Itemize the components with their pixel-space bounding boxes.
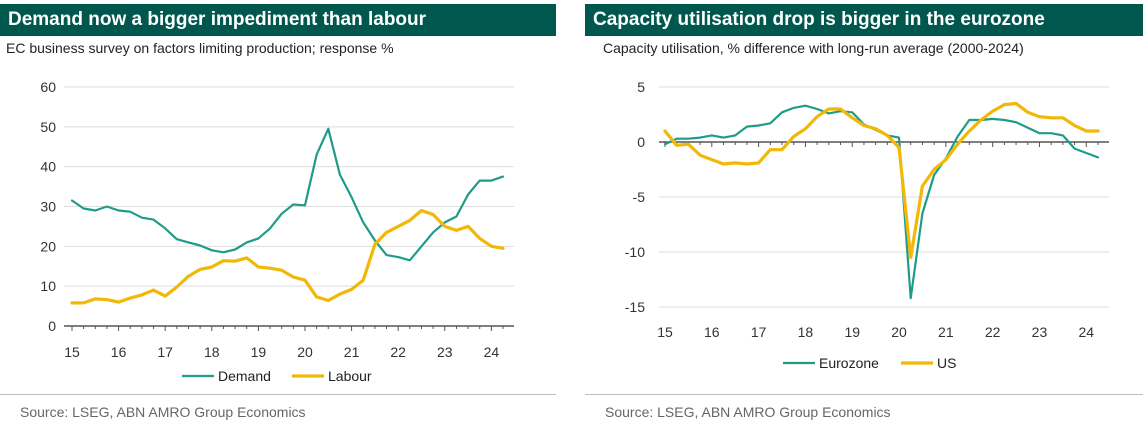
series-line-demand bbox=[70, 127, 505, 262]
x-tick-label: 23 bbox=[437, 344, 453, 360]
legend-label-eurozone: Eurozone bbox=[819, 355, 879, 371]
y-tick-label: 0 bbox=[637, 134, 645, 150]
chart-title: Capacity utilisation drop is bigger in t… bbox=[585, 4, 1143, 36]
source-divider bbox=[0, 394, 556, 395]
demand-labour-chart: 0 10 20 30 40 50 60 15 16 17 18 19 20 21 22 23 24 Demand L… bbox=[40, 79, 514, 384]
series-line-labour bbox=[70, 208, 505, 305]
series-line-eurozone bbox=[663, 104, 1100, 300]
x-tick-label: 23 bbox=[1032, 324, 1048, 340]
y-tick-label: 60 bbox=[40, 79, 56, 95]
capacity-utilisation-chart: -15 -10 -5 0 5 15 16 17 18 19 20 21 22 23 24 Eurozone US bbox=[625, 79, 1109, 371]
legend: Demand Labour bbox=[182, 368, 372, 384]
x-tick-label: 22 bbox=[985, 324, 1001, 340]
chart-subtitle: Capacity utilisation, % difference with … bbox=[603, 40, 1024, 56]
y-tick-label: 30 bbox=[40, 199, 56, 215]
legend-label-us: US bbox=[937, 355, 956, 371]
left-chart-panel: Demand now a bigger impediment than labo… bbox=[0, 0, 556, 432]
y-tick-label: 5 bbox=[637, 79, 645, 95]
x-tick-label: 18 bbox=[798, 324, 814, 340]
y-tick-label: -5 bbox=[633, 189, 646, 205]
y-tick-label: 40 bbox=[40, 159, 56, 175]
x-tick-label: 17 bbox=[751, 324, 767, 340]
y-tick-label: -15 bbox=[625, 299, 645, 315]
source-divider bbox=[585, 394, 1143, 395]
x-tick-label: 15 bbox=[64, 344, 80, 360]
x-tick-label: 18 bbox=[204, 344, 220, 360]
x-tick-label: 21 bbox=[938, 324, 954, 340]
right-chart-panel: Capacity utilisation drop is bigger in t… bbox=[585, 0, 1146, 432]
legend-label-demand: Demand bbox=[218, 368, 271, 384]
series-line-us bbox=[663, 101, 1100, 260]
x-tick-label: 20 bbox=[297, 344, 313, 360]
x-tick-label: 19 bbox=[251, 344, 267, 360]
y-tick-label: -10 bbox=[625, 244, 645, 260]
legend: Eurozone US bbox=[783, 355, 956, 371]
x-tick-label: 16 bbox=[111, 344, 127, 360]
x-tick-label: 15 bbox=[657, 324, 673, 340]
y-tick-label: 50 bbox=[40, 119, 56, 135]
x-tick-label: 17 bbox=[157, 344, 173, 360]
y-tick-label: 10 bbox=[40, 278, 56, 294]
y-tick-label: 20 bbox=[40, 238, 56, 254]
y-tick-label: 0 bbox=[48, 318, 56, 334]
x-tick-label: 20 bbox=[891, 324, 907, 340]
x-tick-label: 19 bbox=[844, 324, 860, 340]
chart-subtitle: EC business survey on factors limiting p… bbox=[6, 40, 394, 56]
legend-label-labour: Labour bbox=[328, 368, 372, 384]
source-note: Source: LSEG, ABN AMRO Group Economics bbox=[605, 404, 891, 420]
chart-title: Demand now a bigger impediment than labo… bbox=[0, 4, 556, 36]
x-tick-label: 24 bbox=[1078, 324, 1094, 340]
source-note: Source: LSEG, ABN AMRO Group Economics bbox=[20, 404, 306, 420]
x-tick-label: 24 bbox=[484, 344, 500, 360]
x-tick-label: 16 bbox=[704, 324, 720, 340]
x-tick-label: 22 bbox=[390, 344, 406, 360]
x-tick-label: 21 bbox=[344, 344, 360, 360]
